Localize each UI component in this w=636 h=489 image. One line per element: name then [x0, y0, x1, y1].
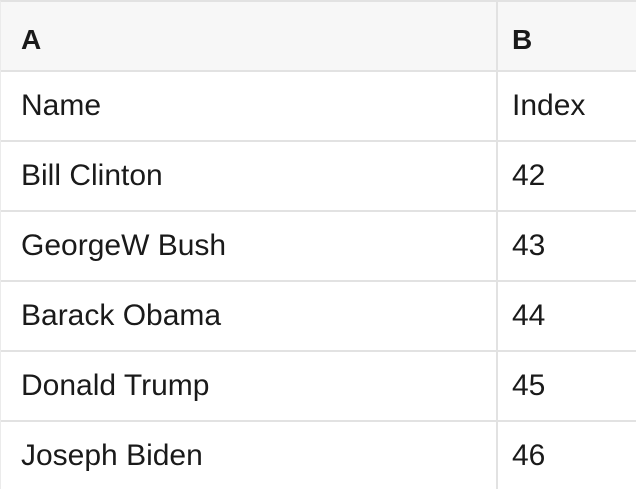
cell-col-b[interactable]: Index	[512, 89, 586, 122]
cell-col-a[interactable]: Donald Trump	[1, 352, 498, 420]
table-row: Barack Obama 44	[1, 282, 636, 352]
table-header-row: A B	[1, 2, 636, 72]
cell-col-b[interactable]: 42	[512, 159, 546, 192]
table-body: Name Index Bill Clinton 42 GeorgeW Bush …	[1, 72, 636, 489]
table-row: Bill Clinton 42	[1, 142, 636, 212]
cell-col-b[interactable]: 44	[512, 299, 546, 332]
cell-col-a[interactable]: Name	[1, 72, 498, 140]
column-header-a[interactable]: A	[1, 2, 498, 70]
cell-col-a[interactable]: GeorgeW Bush	[1, 212, 498, 280]
cell-col-b[interactable]: 43	[512, 229, 546, 262]
table-row: Donald Trump 45	[1, 352, 636, 422]
table-row: Name Index	[1, 72, 636, 142]
cell-col-b[interactable]: 45	[512, 369, 546, 402]
column-header-b[interactable]: B	[512, 24, 533, 55]
cell-col-b[interactable]: 46	[512, 439, 546, 472]
cell-col-a[interactable]: Joseph Biden	[1, 422, 498, 489]
cell-col-a[interactable]: Bill Clinton	[1, 142, 498, 210]
table-row: GeorgeW Bush 43	[1, 212, 636, 282]
cell-col-a[interactable]: Barack Obama	[1, 282, 498, 350]
table-row: Joseph Biden 46	[1, 422, 636, 489]
